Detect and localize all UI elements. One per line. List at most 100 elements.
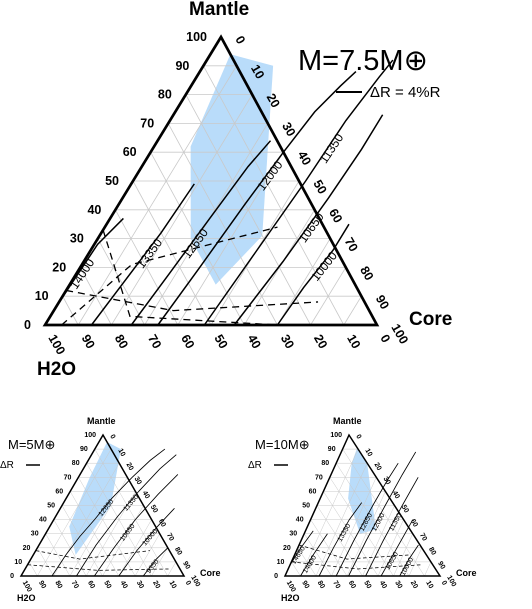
tick-water-40: 40 [378,580,388,590]
mass-title-2: M=5M⊕ [8,437,55,452]
tick-water-50: 50 [362,580,372,590]
tick-water-0: 0 [377,332,393,345]
vertex-label-mantle: Mantle [87,416,116,426]
tick-mantle-60: 60 [309,488,317,495]
tick-core-90: 90 [436,560,446,570]
tick-mantle-40: 40 [39,517,47,524]
contour-label-11350: 11350 [317,131,347,166]
contour-11350 [76,454,177,577]
tick-water-90: 90 [300,580,310,590]
tick-core-100: 100 [388,322,411,347]
tick-core-90: 90 [373,293,392,312]
tick-water-60: 60 [86,580,96,590]
dashed-line-3 [61,226,278,326]
tick-mantle-90: 90 [80,446,88,453]
tick-water-80: 80 [53,580,63,590]
tick-core-0: 0 [108,434,116,441]
tick-core-60: 60 [157,518,167,528]
tick-core-70: 70 [342,235,361,254]
tick-mantle-90: 90 [328,446,336,453]
tick-core-20: 20 [124,462,134,472]
tick-water-40: 40 [245,332,264,351]
scale-bar-label-3: ΔR [248,460,262,471]
tick-water-90: 90 [37,580,47,590]
tick-water-100: 100 [285,580,297,594]
vertex-label-core: Core [409,309,452,330]
tick-core-10: 10 [116,448,126,458]
dashed-line-1 [102,229,278,326]
tick-mantle-20: 20 [283,545,291,552]
tick-mantle-20: 20 [23,545,31,552]
tick-mantle-100: 100 [330,432,342,439]
tick-core-50: 50 [149,504,159,514]
tick-water-20: 20 [311,332,330,351]
scale-bar-label-2: ΔR [0,460,14,471]
tick-core-40: 40 [295,149,314,168]
dashed-line-1 [298,544,411,560]
contour-label-14000: 14000 [67,256,97,292]
tick-core-80: 80 [427,546,437,556]
vertex-label-mantle: Mantle [333,416,362,426]
tick-water-30: 30 [135,580,145,590]
contour-label-10650: 10650 [296,210,327,246]
tick-water-100: 100 [45,332,68,357]
tick-mantle-30: 30 [31,531,39,538]
contour-label-10650: 10650 [119,523,136,543]
tick-mantle-80: 80 [321,460,329,467]
tick-mantle-10: 10 [35,289,49,303]
tick-core-50: 50 [400,504,410,514]
contour-12650 [335,462,399,577]
contour-label-10000: 10000 [141,528,159,547]
tick-mantle-80: 80 [72,460,80,467]
vertex-label-h2o: H2O [281,593,300,603]
mass-title-1: M=7.5M⊕ [298,45,428,77]
contour-10000 [276,223,350,326]
mass-title-3: M=10M⊕ [255,437,310,452]
vertex-label-core: Core [200,568,221,578]
tick-core-60: 60 [326,206,345,225]
tick-core-60: 60 [409,518,419,528]
contour-11350 [365,477,419,577]
vertex-label-h2o: H2O [37,359,76,380]
tick-mantle-10: 10 [277,559,285,566]
contour-10000 [118,508,175,577]
vertex-label-core: Core [456,568,477,578]
tick-core-20: 20 [264,91,283,110]
tick-core-20: 20 [372,462,382,472]
tick-mantle-100: 100 [186,30,207,44]
tick-core-70: 70 [418,532,428,542]
triangle-frame [19,433,186,577]
tick-mantle-90: 90 [175,59,189,73]
contour-14000 [300,533,328,577]
tick-mantle-30: 30 [70,232,84,246]
grid-lines [291,448,432,577]
tick-water-70: 70 [331,580,341,590]
contour-12650 [130,140,272,326]
tick-mantle-20: 20 [52,260,66,274]
tick-core-80: 80 [357,264,376,283]
tick-core-30: 30 [382,476,392,486]
contour-label-9350: 9350 [146,558,161,575]
dashed-line-2 [65,289,319,312]
tick-water-10: 10 [167,580,177,590]
tick-mantle-50: 50 [47,503,55,510]
contour-10650 [380,519,414,577]
tick-water-60: 60 [178,332,197,351]
tick-mantle-0: 0 [24,318,31,332]
tick-core-100: 100 [445,575,457,589]
tick-mantle-60: 60 [123,145,137,159]
tick-core-70: 70 [165,532,175,542]
tick-core-80: 80 [173,546,183,556]
scale-bar-label: ΔR = 4%R [370,84,441,101]
tick-water-10: 10 [424,580,434,590]
tick-mantle-0: 0 [10,573,14,580]
grid-lines [28,448,177,577]
tick-core-30: 30 [133,476,143,486]
tick-mantle-100: 100 [84,432,96,439]
